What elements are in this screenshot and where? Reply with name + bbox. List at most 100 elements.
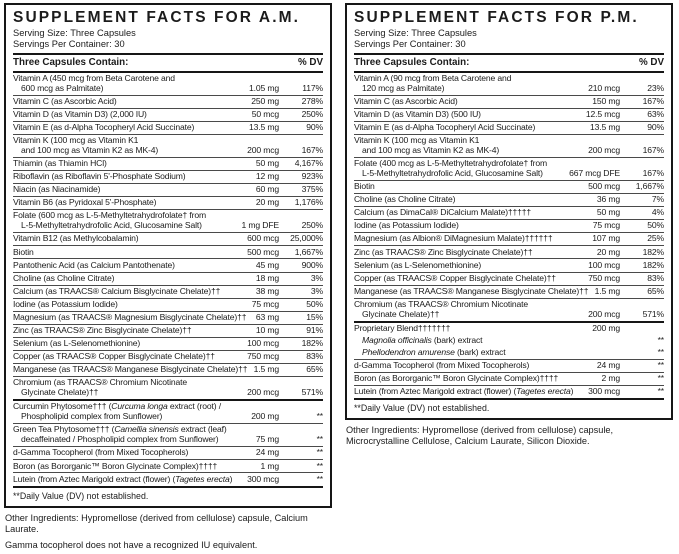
dv-cell: 1,176% [294, 197, 323, 208]
dv-cell: 65% [647, 285, 664, 296]
dv-cell: 3% [310, 285, 323, 296]
dv-cell: 571% [301, 387, 324, 398]
amount-cell: 100 mcg [588, 259, 620, 270]
dv-cell: ** [657, 347, 665, 358]
table-row: d-Gamma Tocopherol (from Mixed Tocophero… [354, 359, 664, 372]
amount-cell: 150 mg [592, 95, 620, 106]
ingredient-name: Curcumin Phytosome††† (Curcuma longa ext… [13, 401, 221, 422]
dv-cell: 50% [306, 298, 323, 309]
table-row: Vitamin A (450 mcg from Beta Carotene an… [13, 73, 323, 95]
ingredient-name: Lutein (from Aztec Marigold extract (flo… [354, 386, 574, 397]
table-row: Magnesium (as TRAACS® Magnesium Bisglyci… [13, 310, 323, 324]
ingredient-name: Vitamin B6 (as Pyridoxal 5'-Phosphate) [13, 197, 157, 208]
ingredient-name: Vitamin A (450 mcg from Beta Carotene an… [13, 72, 175, 93]
amount-cell: 20 mg [255, 197, 279, 208]
table-row: Vitamin D (as Vitamin D3) (500 IU) 12.5 m… [354, 107, 664, 121]
table-row: Iodine (as Potassium Iodide) 75 mcg 50% [354, 219, 664, 232]
amount-cell: 13.5 mg [589, 121, 620, 132]
ingredient-name: Zinc (as TRAACS® Zinc Bisglycinate Chela… [354, 246, 533, 257]
ingredient-name: Choline (as Choline Citrate) [13, 272, 115, 283]
dv-cell: 15% [306, 312, 323, 322]
table-row: Selenium (as L-Selenomethionine) 100 mcg 1… [13, 337, 323, 350]
amount-cell: 24 mg [255, 447, 279, 458]
dv-cell: ** [316, 411, 324, 422]
dv-footnote-pm: **Daily Value (DV) not established. [354, 398, 664, 418]
ingredient-name: d-Gamma Tocopherol (from Mixed Tocophero… [13, 447, 189, 458]
ingredient-name: Magnolia officinalis (bark) extract [362, 335, 483, 345]
amount-cell: 1 mg [260, 460, 279, 471]
table-row: Lutein (from Aztec Marigold extract (flo… [354, 385, 664, 398]
table-row: Vitamin K (100 mcg as Vitamin K1 and 100 … [354, 133, 665, 157]
ingredient-name: Chromium (as TRAACS® Chromium Nicotinate… [354, 298, 529, 319]
amount-cell: 200 mg [592, 322, 620, 333]
divider-bar [354, 52, 664, 55]
table-row: Vitamin K (100 mcg as Vitamin K1 and 100 … [13, 133, 323, 157]
table-row: Green Tea Phytosome††† (Camellia sinensi… [13, 423, 323, 446]
amount-cell: 18 mg [255, 272, 279, 283]
dv-cell: 167% [642, 144, 665, 155]
table-row: Calcium (as DimaCal® DiCalcium Malate)††… [354, 206, 664, 219]
dv-cell: 23% [647, 82, 664, 93]
ingredient-name: Manganese (as TRAACS® Manganese Bisglyci… [13, 364, 248, 375]
supplement-facts-page: { "colors": {"ink": "#1b1b1b", "rule": "… [4, 3, 673, 550]
table-row: Riboflavin (as Riboflavin 5'-Phosphate S… [13, 169, 323, 183]
amount-cell: 36 mg [596, 194, 620, 205]
amount-cell: 13.5 mg [248, 121, 279, 132]
amount-cell: 75 mg [255, 434, 279, 445]
dv-cell: 375% [301, 184, 324, 195]
ingredient-name: Iodine (as Potassium Iodide) [13, 298, 118, 309]
table-row: Choline (as Choline Citrate) 18 mg 3% [13, 271, 323, 285]
supplement-panel-am: SUPPLEMENT FACTS FOR A.M. Serving Size: … [4, 3, 332, 551]
amount-cell: 50 mg [596, 207, 620, 218]
table-row: Boron (as Bororganic™ Boron Glycinate Co… [354, 372, 664, 385]
supplement-facts-box-am: SUPPLEMENT FACTS FOR A.M. Serving Size: … [4, 3, 332, 508]
amount-cell: 107 mg [592, 233, 620, 244]
dv-cell: 167% [642, 95, 665, 106]
dv-cell: 83% [647, 272, 664, 283]
dv-cell: 25% [647, 233, 664, 244]
table-row: Magnolia officinalis (bark) extract ** [354, 335, 664, 347]
dv-cell: 1,667% [294, 246, 323, 257]
amount-cell: 300 mcg [247, 473, 279, 484]
dv-cell: 182% [301, 338, 324, 349]
ingredient-name: Folate (600 mcg as L-5-Methyltetrahydrof… [13, 210, 206, 231]
table-row: Vitamin B6 (as Pyridoxal 5'-Phosphate) 20… [13, 196, 323, 209]
amount-cell: 20 mg [596, 246, 620, 257]
amount-cell: 1.05 mg [248, 82, 279, 93]
table-row: Manganese (as TRAACS® Manganese Bisglyci… [13, 363, 323, 376]
table-row: d-Gamma Tocopherol (from Mixed Tocophero… [13, 446, 323, 459]
dv-cell: 65% [306, 364, 323, 375]
amount-cell: 200 mcg [588, 144, 620, 155]
dv-cell: 50% [647, 220, 664, 231]
table-header-left: Three Capsules Contain: [13, 57, 129, 69]
dv-cell: ** [657, 335, 665, 345]
serving-size-pm: Serving Size: Three Capsules [354, 28, 477, 38]
table-row: Niacin (as Niacinamide) 60 mg 375% [13, 183, 323, 196]
servings-per-container-am: Servings Per Container: 30 [13, 38, 125, 49]
table-row: Pantothenic Acid (as Calcium Pantothenat… [13, 258, 323, 271]
amount-cell: 200 mcg [247, 144, 279, 155]
table-row: Vitamin D (as Vitamin D3) (2,000 IU) 50 m… [13, 107, 323, 121]
table-row: Biotin 500 mcg 1,667% [13, 245, 323, 258]
amount-cell: 10 mg [255, 325, 279, 336]
table-row: Chromium (as TRAACS® Chromium Nicotinate… [13, 376, 323, 399]
panel-title-am: SUPPLEMENT FACTS FOR A.M. [13, 9, 301, 26]
serving-size-am: Serving Size: Three Capsules [13, 28, 136, 38]
ingredient-rows-am: Vitamin A (450 mcg from Beta Carotene an… [13, 73, 323, 486]
dv-footnote-am: **Daily Value (DV) not established. [13, 485, 323, 506]
table-row: Chromium (as TRAACS® Chromium Nicotinate… [354, 297, 664, 321]
amount-cell: 45 mg [255, 259, 279, 270]
dv-cell: ** [316, 434, 324, 445]
amount-cell: 667 mcg DFE [569, 167, 620, 178]
amount-cell: 75 mcg [251, 298, 279, 309]
table-row: Folate (600 mcg as L-5-Methyltetrahydrof… [13, 209, 323, 232]
table-row: Curcumin Phytosome††† (Curcuma longa ext… [13, 399, 323, 423]
servings-per-container-pm: Servings Per Container: 30 [354, 38, 466, 49]
amount-cell: 60 mg [255, 184, 279, 195]
table-row: Selenium (as L-Selenomethionine) 100 mcg 1… [354, 258, 664, 271]
table-row: Iodine (as Potassium Iodide) 75 mcg 50% [13, 297, 323, 311]
ingredient-name: Green Tea Phytosome††† (Camellia sinensi… [13, 424, 227, 445]
table-row: Lutein (from Aztec Marigold extract (flo… [13, 472, 323, 485]
ingredient-name: Choline (as Choline Citrate) [354, 194, 456, 205]
ingredient-name: Riboflavin (as Riboflavin 5'-Phosphate S… [13, 171, 186, 182]
